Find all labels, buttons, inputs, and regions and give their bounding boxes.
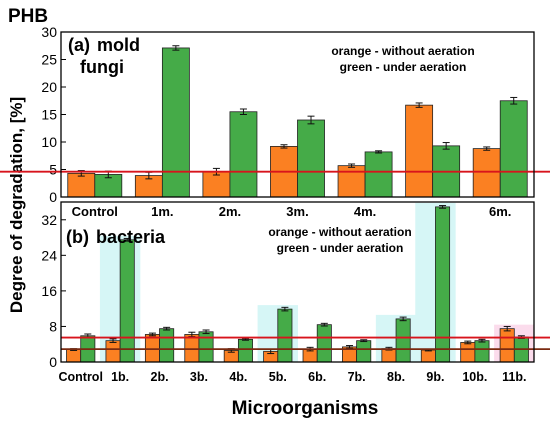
panel-b-ytick-label: 8: [49, 318, 57, 334]
panel-b-bar-orange-11: [499, 328, 515, 363]
panel-a-bar-green-1: [161, 47, 190, 198]
panel-b-bar-orange-1: [105, 340, 121, 363]
panel-b-category-label-3: 3b.: [190, 370, 208, 384]
panel-b-bar-green-6: [316, 324, 332, 363]
panel-a-bar-orange-0: [67, 172, 96, 198]
panel-a-bar-green-4: [364, 151, 393, 198]
panel-a-frame: [60, 31, 535, 198]
panel-b-bar-green-4: [237, 338, 253, 363]
panel-a-bar-orange-5: [405, 104, 434, 198]
panel-a-bar-green-6: [499, 100, 528, 198]
panel-b-bar-green-8: [395, 318, 411, 363]
panel-b-legend-note-green: green - under aeration: [277, 241, 404, 255]
panel-b-category-label-5: 5b.: [269, 370, 287, 384]
panel-b-category-label-2: 2b.: [151, 370, 169, 384]
panel-a-category-label-1: 1m.: [151, 204, 173, 219]
panel-b-bar-green-9: [435, 206, 451, 363]
panel-b-category-label-10: 10b.: [462, 370, 487, 384]
panel-b-bar-green-1: [119, 239, 135, 363]
panel-b-frame: [60, 201, 535, 363]
panel-a-name-line1: mold: [97, 35, 140, 55]
figure-title: PHB: [8, 6, 48, 27]
panel-b-category-label-1: 1b.: [111, 370, 129, 384]
panel-a-bar-orange-6: [472, 148, 501, 198]
panel-b-category-label-7: 7b.: [348, 370, 366, 384]
panel-a-ytick-label: 5: [49, 162, 57, 178]
panel-b-ytick-label: 16: [41, 283, 57, 299]
panel-b-bar-orange-9: [420, 349, 436, 363]
panel-b: 0 8 16 24 32 Control 1b. 2b. 3b. 4b. 5b. 6b. 7b. 8b. 9…: [41, 201, 550, 384]
panel-b-category-label-9: 9b.: [426, 370, 444, 384]
panel-b-bar-orange-0: [66, 349, 82, 363]
panel-a-ytick-label: 25: [41, 52, 57, 68]
panel-a-ytick-label: 30: [41, 24, 57, 40]
panel-b-category-label-4: 4b.: [229, 370, 247, 384]
panel-b-ytick-label: 0: [49, 354, 57, 370]
panel-b-bar-green-10: [474, 340, 490, 363]
panel-a-bar-orange-4: [337, 165, 366, 198]
panel-a-legend-note-orange: orange - without aeration: [331, 44, 474, 58]
panel-b-bar-green-3: [198, 331, 214, 363]
panel-b-bar-green-5: [277, 308, 293, 363]
panel-b-marks: 0 8 16 24 32 Control 1b. 2b. 3b. 4b. 5b. 6b. 7b. 8b. 9…: [41, 202, 550, 384]
panel-b-ytick-label: 32: [41, 212, 57, 228]
panel-a-ytick-label: 15: [41, 107, 57, 123]
panel-b-bar-green-7: [356, 340, 372, 363]
panel-b-ytick-label: 24: [41, 247, 57, 263]
panel-a-category-label-4: 4m.: [354, 204, 376, 219]
panel-b-category-label-11: 11b.: [502, 370, 526, 384]
x-axis-label: Microorganisms: [232, 398, 379, 419]
y-axis-label: Degree of degradation, [%]: [7, 97, 26, 313]
panel-a-ytick-label: 10: [41, 134, 57, 150]
panel-a-legend-note-green: green - under aeration: [340, 60, 467, 74]
panel-b-bar-orange-8: [381, 348, 397, 363]
panel-b-category-label-8: 8b.: [387, 370, 405, 384]
panel-a-bar-green-2: [229, 111, 258, 198]
panel-a-category-label-3: 3m.: [286, 204, 308, 219]
panel-a-ytick-label: 0: [49, 189, 57, 205]
panel-a-label: (a): [68, 35, 90, 55]
panel-a-category-label-0: Control: [72, 204, 118, 219]
panel-b-category-label-0: Control: [58, 370, 102, 384]
panel-b-bar-orange-10: [460, 342, 476, 363]
panel-b-legend-note-orange: orange - without aeration: [268, 225, 411, 239]
panel-b-name: bacteria: [96, 227, 166, 247]
panel-b-category-label-6: 6b.: [308, 370, 326, 384]
panel-a-bar-green-3: [297, 119, 325, 198]
panel-a-category-label-2: 2m.: [219, 204, 241, 219]
panel-b-label: (b): [66, 227, 89, 247]
panel-a-name-line2: fungi: [80, 57, 124, 77]
panel-b-bar-green-2: [159, 328, 175, 363]
panel-a-category-label-6: 6m.: [489, 204, 511, 219]
panel-a-ytick-label: 20: [41, 79, 57, 95]
